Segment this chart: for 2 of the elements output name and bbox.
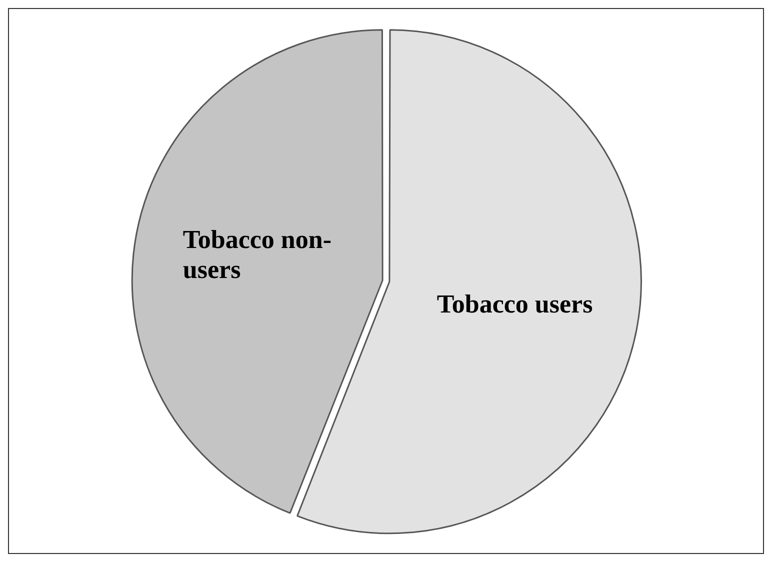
slice-label: Tobacco users bbox=[436, 289, 593, 318]
slice-label: Tobacco non-users bbox=[182, 225, 332, 284]
